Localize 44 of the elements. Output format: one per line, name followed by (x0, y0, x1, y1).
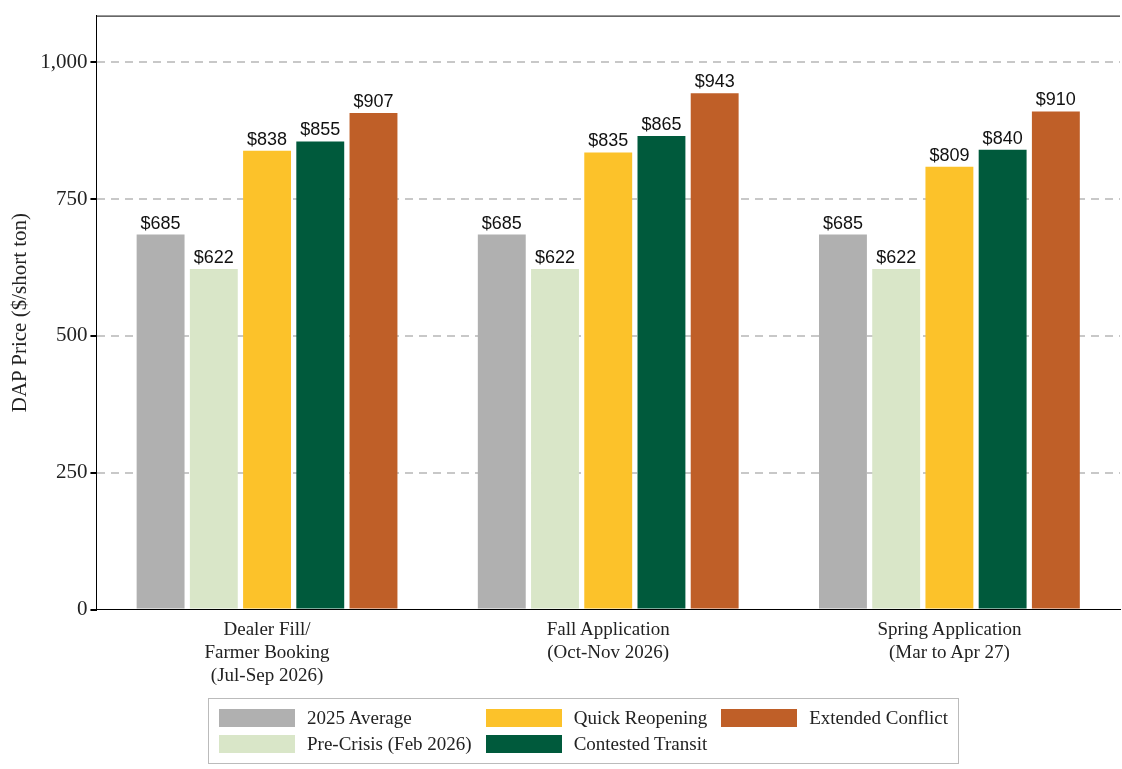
data-label: $622 (193, 247, 234, 268)
bar (872, 269, 921, 609)
legend-label: Contested Transit (573, 733, 708, 755)
bar (637, 136, 686, 609)
data-label: $838 (247, 128, 288, 149)
x-tick-label: Dealer Fill/ Farmer Booking (Jul-Sep 2026) (204, 617, 331, 686)
y-tick-label: 0 (76, 596, 88, 621)
data-label: $835 (588, 130, 629, 151)
bar (296, 141, 345, 609)
bar (819, 234, 867, 609)
y-tick-label: 1,000 (40, 48, 88, 73)
bar (690, 93, 739, 609)
bar (531, 269, 579, 609)
data-label: $809 (929, 144, 970, 165)
data-label: $865 (641, 114, 682, 135)
bar (189, 269, 238, 609)
legend-label: Extended Conflict (809, 707, 948, 729)
bar (584, 152, 633, 609)
legend-label: Pre-Crisis (Feb 2026) (307, 733, 472, 755)
x-tick-label: Spring Application (Mar to Apr 27) (877, 617, 1022, 663)
data-label: $685 (140, 212, 181, 233)
data-label: $685 (481, 212, 522, 233)
bar (978, 149, 1027, 609)
y-tick-label: 250 (55, 459, 88, 484)
data-label: $855 (300, 119, 341, 140)
x-tick-label: Fall Application (Oct-Nov 2026) (546, 617, 671, 663)
y-axis-title: DAP Price ($/short ton) (7, 212, 32, 413)
data-label: $907 (353, 91, 394, 112)
y-tick-label: 750 (55, 185, 88, 210)
bar (243, 150, 291, 609)
bar (349, 113, 398, 609)
bar (925, 166, 974, 609)
y-tick-label: 500 (55, 322, 88, 347)
data-label: $943 (694, 71, 735, 92)
data-label: $622 (534, 247, 576, 268)
legend-label: Quick Reopening (573, 707, 708, 729)
legend-label: 2025 Average (307, 707, 412, 729)
data-label: $622 (876, 247, 917, 268)
data-label: $840 (982, 127, 1023, 148)
data-label: $685 (822, 212, 863, 233)
bar (136, 234, 185, 609)
data-label: $910 (1035, 89, 1076, 110)
bar (477, 234, 526, 609)
bar (1031, 111, 1080, 609)
